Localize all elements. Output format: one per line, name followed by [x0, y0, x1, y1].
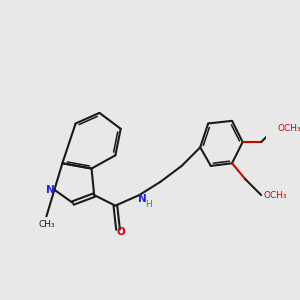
Text: O: O — [116, 227, 125, 237]
Text: H: H — [145, 200, 152, 209]
Text: N: N — [46, 185, 55, 195]
Text: OCH₃: OCH₃ — [264, 190, 287, 200]
Text: N: N — [137, 194, 146, 204]
Text: OCH₃: OCH₃ — [277, 124, 300, 133]
Text: CH₃: CH₃ — [38, 220, 55, 229]
